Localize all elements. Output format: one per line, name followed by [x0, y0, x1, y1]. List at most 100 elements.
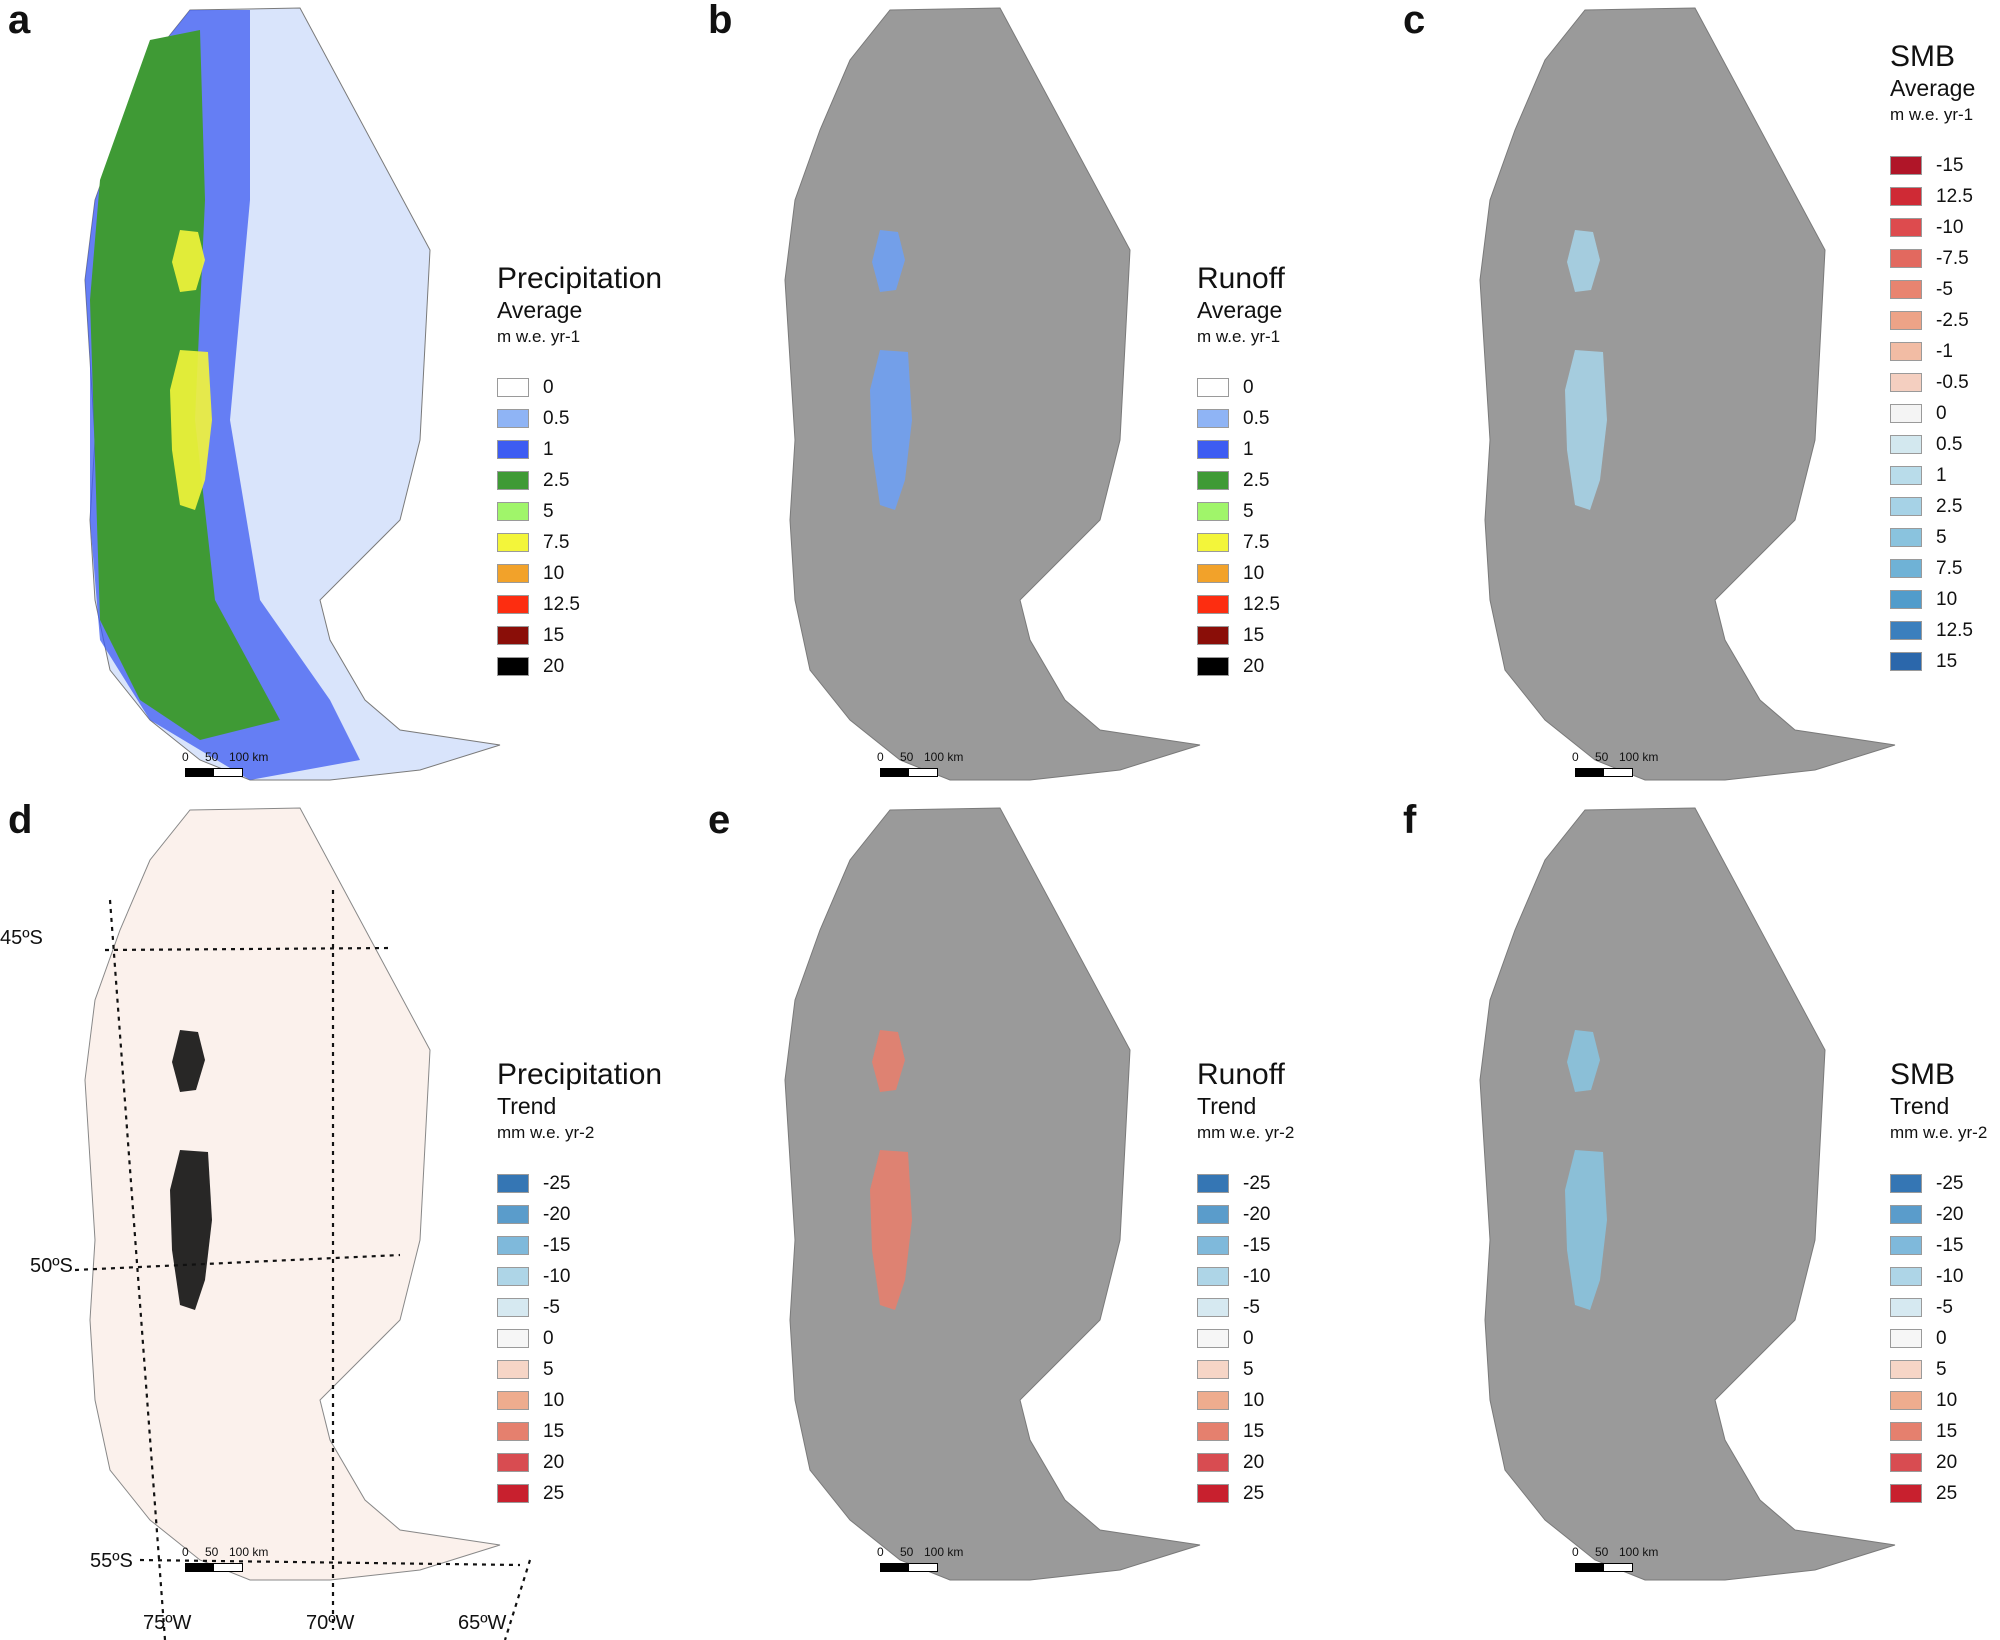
legend-row: 0.5 — [497, 403, 662, 434]
legend-row: 10 — [1197, 1385, 1294, 1416]
legend-row: 0 — [1890, 398, 1975, 429]
legend-label: -5 — [1243, 1296, 1260, 1318]
legend-row: 20 — [1197, 1447, 1294, 1478]
legend-title: Precipitation — [497, 262, 663, 295]
legend-swatch — [1890, 373, 1922, 392]
legend-row: 5 — [497, 1354, 662, 1385]
legend-swatch — [1197, 657, 1229, 676]
legend-title: SMB — [1890, 1058, 1956, 1091]
legend-row: 5 — [1890, 522, 1975, 553]
legend-label: 1 — [543, 438, 554, 460]
scale-label: 0 — [877, 1545, 884, 1559]
legend-row: -15 — [1890, 150, 1975, 181]
legend-swatch — [1890, 187, 1922, 206]
landmass — [784, 7, 1201, 781]
legend-label: 5 — [1243, 1358, 1254, 1380]
northern-icefield — [1567, 230, 1600, 292]
scale-label: 50 — [205, 750, 219, 764]
legend-swatch — [1890, 249, 1922, 268]
panel-a: a Precipitation Average m w.e. yr-1 0 0.5 1 2.5… — [0, 0, 666, 800]
scale-label: 50 — [1595, 1545, 1609, 1559]
legend-label: -20 — [1243, 1203, 1271, 1225]
legend-label: 25 — [1936, 1482, 1958, 1504]
legend-label: 10 — [1243, 562, 1265, 584]
legend-swatch — [497, 1205, 529, 1224]
legend-row: 2.5 — [1197, 465, 1285, 496]
legend-row: 1 — [1890, 460, 1975, 491]
legend-swatch — [1890, 218, 1922, 237]
legend-swatch — [1890, 497, 1922, 516]
legend-swatch — [1890, 1205, 1922, 1224]
southern-icefield — [170, 1150, 212, 1310]
map-d — [84, 807, 501, 1581]
legend-label: -10 — [1936, 216, 1964, 238]
legend-swatch — [1197, 1453, 1229, 1472]
scale-label: 100 km — [229, 750, 269, 764]
landmass — [1479, 7, 1896, 781]
legend-row: -10 — [497, 1261, 662, 1292]
legend-row: -15 — [1890, 1230, 1987, 1261]
legend-swatch — [1197, 1267, 1229, 1286]
northern-icefield — [872, 230, 905, 292]
legend-swatch — [1890, 1298, 1922, 1317]
legend-row: -0.5 — [1890, 367, 1975, 398]
legend-swatch — [1890, 1329, 1922, 1348]
legend-label: 15 — [543, 624, 565, 646]
panel-f: f SMB Trend mm w.e. yr-2 -25 -20 -15 -10 -5 0 5 10 1… — [1395, 798, 2000, 1600]
legend-label: 1 — [1936, 464, 1947, 486]
legend-swatch — [1197, 1422, 1229, 1441]
legend-row: 0 — [1890, 1323, 1987, 1354]
legend-row: 12.5 — [1197, 589, 1285, 620]
legend-swatch — [497, 1391, 529, 1410]
legend-row: 10 — [497, 558, 662, 589]
legend-label: -10 — [543, 1265, 571, 1287]
legend-swatch — [497, 409, 529, 428]
legend-row: 7.5 — [1890, 553, 1975, 584]
legend-row: 2.5 — [497, 465, 662, 496]
legend-swatch — [1890, 621, 1922, 640]
latitude-label: 55ºS — [90, 1550, 133, 1572]
legend-label: 0.5 — [543, 407, 570, 429]
legend-swatch — [497, 1236, 529, 1255]
northern-icefield — [172, 230, 205, 292]
legend-row: 12.5 — [497, 589, 662, 620]
legend-label: 0 — [1936, 1327, 1947, 1349]
legend-label: 5 — [1936, 526, 1947, 548]
legend-swatch — [1197, 502, 1229, 521]
legend-unit: mm w.e. yr-2 — [1890, 1123, 1988, 1142]
legend-swatch — [1197, 533, 1229, 552]
legend-label: 20 — [543, 655, 565, 677]
legend-label: -15 — [1243, 1234, 1271, 1256]
legend-row: -5 — [1890, 274, 1975, 305]
legend-label: -2.5 — [1936, 309, 1969, 331]
legend-label: 20 — [543, 1451, 565, 1473]
legend-subtitle: Trend — [1197, 1093, 1257, 1119]
legend-swatch — [1197, 409, 1229, 428]
legend-swatch — [1890, 1360, 1922, 1379]
southern-icefield — [1565, 1150, 1607, 1310]
legend-row: 7.5 — [497, 527, 662, 558]
legend-label: 15 — [1936, 1420, 1958, 1442]
legend-row: -20 — [1890, 1199, 1987, 1230]
legend-swatch — [1890, 1236, 1922, 1255]
legend-swatch — [497, 502, 529, 521]
scale-label: 50 — [1595, 750, 1609, 764]
legend-row: 25 — [497, 1478, 662, 1509]
legend-label: -10 — [1936, 1265, 1964, 1287]
legend-subtitle: Trend — [1890, 1093, 1950, 1119]
landmass — [784, 807, 1201, 1581]
legend-swatch — [497, 1484, 529, 1503]
legend-label: 10 — [1936, 588, 1958, 610]
longitude-label: 70ºW — [306, 1612, 355, 1634]
graticule — [74, 890, 532, 1640]
legend-row: 0 — [497, 372, 662, 403]
scale-label: 0 — [1572, 750, 1579, 764]
legend-row: 12.5 — [1890, 181, 1975, 212]
legend-label: 12.5 — [543, 593, 580, 615]
legend-swatch — [1197, 471, 1229, 490]
legend-swatch — [1890, 1391, 1922, 1410]
scale-label: 100 km — [924, 1545, 964, 1559]
legend-swatch — [497, 440, 529, 459]
southern-icefield — [870, 1150, 912, 1310]
legend-label: 15 — [1243, 624, 1265, 646]
